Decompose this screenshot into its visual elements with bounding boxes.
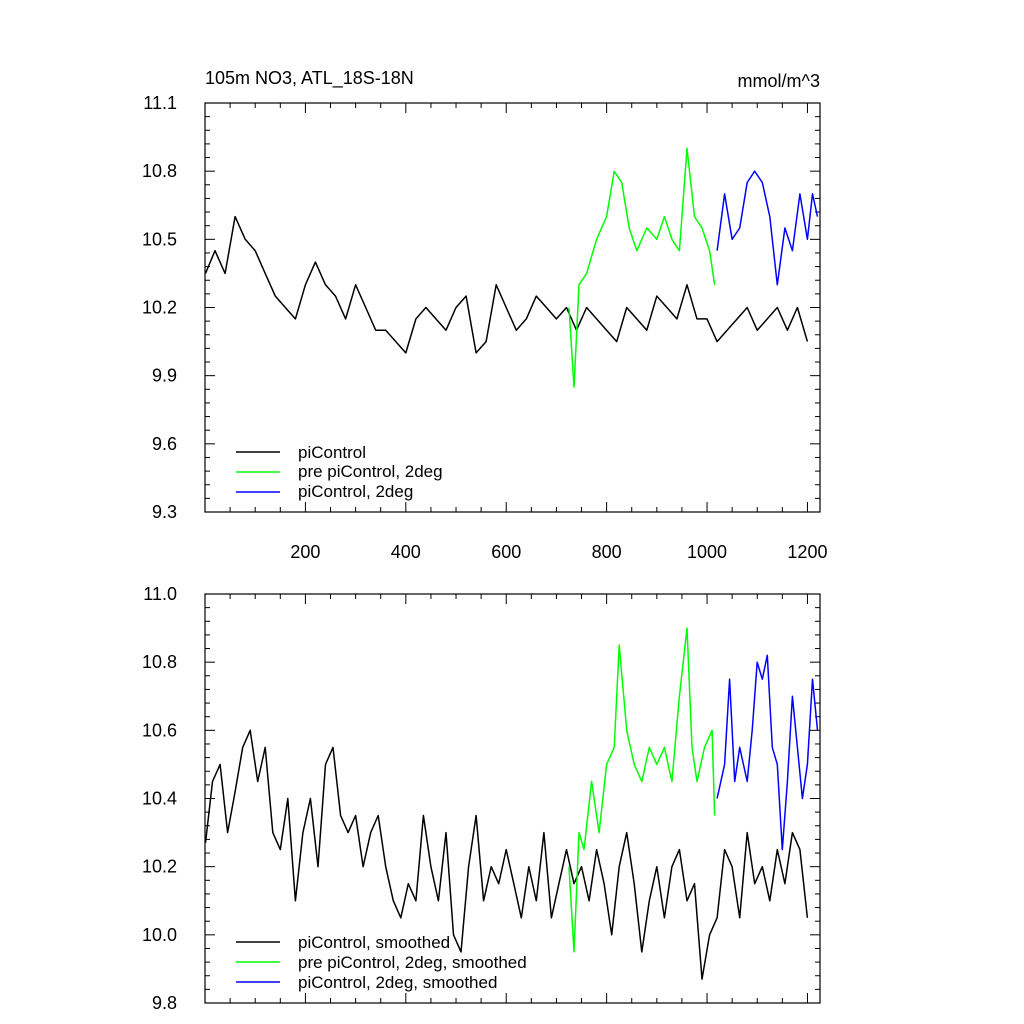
x-tick-label: 400	[391, 542, 421, 562]
y-tick-label: 9.6	[152, 434, 177, 454]
series-line-picontrol	[204, 215, 809, 354]
legend-label-piControl-2deg: piControl, 2deg	[298, 482, 413, 501]
y-tick-label: 10.8	[142, 161, 177, 181]
series-line-pre-picontrol-2deg-smoothed	[568, 627, 716, 953]
y-tick-label: 10.8	[142, 652, 177, 672]
legend-label-piControl: piControl	[298, 443, 366, 462]
x-tick-label: 800	[592, 542, 622, 562]
y-tick-label: 10.2	[142, 298, 177, 318]
y-tick-label: 10.0	[142, 925, 177, 945]
legend-label-pre-piControl-2deg: pre piControl, 2deg	[298, 462, 443, 481]
series-line-pre-picontrol-2deg	[568, 147, 716, 388]
y-tick-label: 9.9	[152, 366, 177, 386]
bottom-plot-area: 9.8 10.0 10.2 10.4 10.6 10.8 11.0	[142, 584, 821, 1013]
legend-label-piControl-2deg-smoothed: piControl, 2deg, smoothed	[298, 973, 497, 992]
y-tick-label: 9.3	[152, 502, 177, 522]
top-plot-area: 9.3 9.6 9.9 10.2 10.5 10.8 11.1 200 400 600 800 100…	[142, 93, 828, 562]
series-line-picontrol-2deg	[716, 170, 819, 286]
x-tick-label: 600	[491, 542, 521, 562]
series-line-picontrol-smoothed	[204, 729, 809, 980]
chart-title: 105m NO3, ATL_18S-18N	[205, 68, 414, 89]
y-tick-label: 10.2	[142, 857, 177, 877]
top-legend: piControl pre piControl, 2deg piControl,…	[236, 443, 443, 501]
y-tick-label: 10.5	[142, 229, 177, 249]
bottom-legend: piControl, smoothed pre piControl, 2deg,…	[236, 933, 527, 992]
y-tick-label: 10.4	[142, 789, 177, 809]
units-label: mmol/m^3	[738, 71, 820, 91]
top-panel: 105m NO3, ATL_18S-18N mmol/m^3 9.3 9.6 9.9…	[142, 68, 828, 562]
y-tick-label: 11.1	[143, 93, 177, 113]
y-tick-label: 11.0	[143, 584, 177, 604]
y-tick-label: 10.6	[142, 720, 177, 740]
bottom-panel: 9.8 10.0 10.2 10.4 10.6 10.8 11.0 piControl, s…	[142, 584, 821, 1013]
y-tick-label: 9.8	[152, 993, 177, 1013]
legend-label-pre-piControl-2deg-smoothed: pre piControl, 2deg, smoothed	[298, 953, 527, 972]
series-line-picontrol-2deg-smoothed	[716, 654, 819, 851]
x-tick-label: 1000	[687, 542, 727, 562]
x-tick-label: 1200	[787, 542, 827, 562]
legend-label-piControl-smoothed: piControl, smoothed	[298, 933, 450, 952]
x-tick-label: 200	[290, 542, 320, 562]
